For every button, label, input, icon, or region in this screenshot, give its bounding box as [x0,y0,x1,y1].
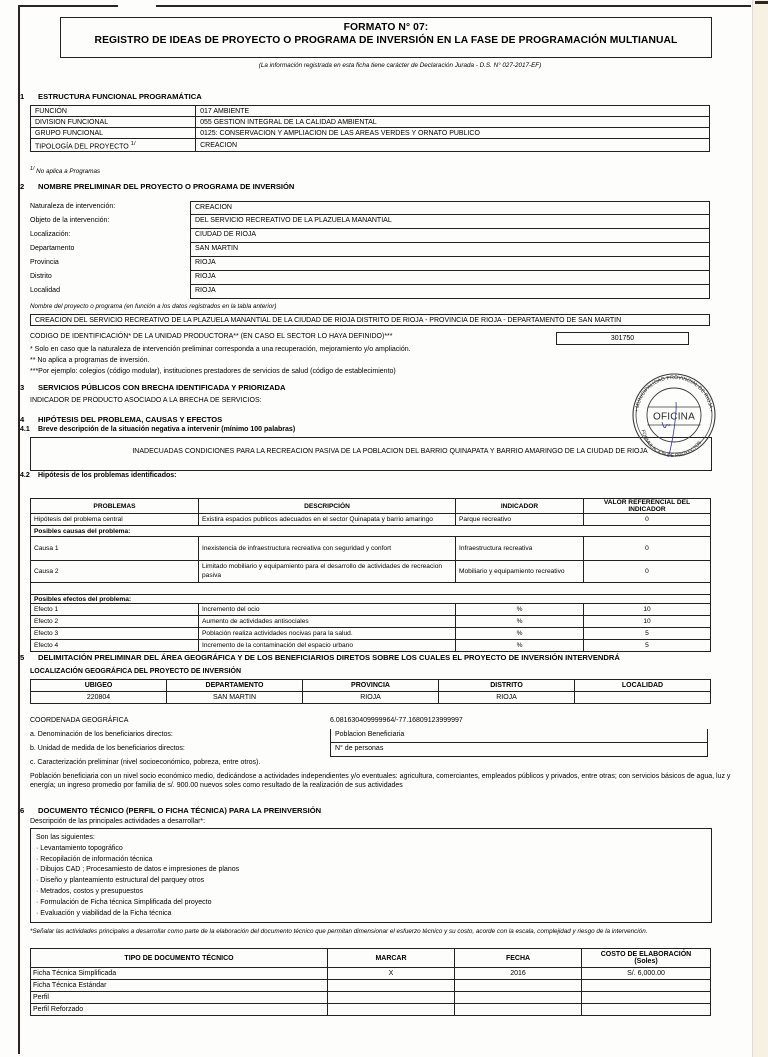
svg-text:OFICINA: OFICINA [653,412,695,423]
